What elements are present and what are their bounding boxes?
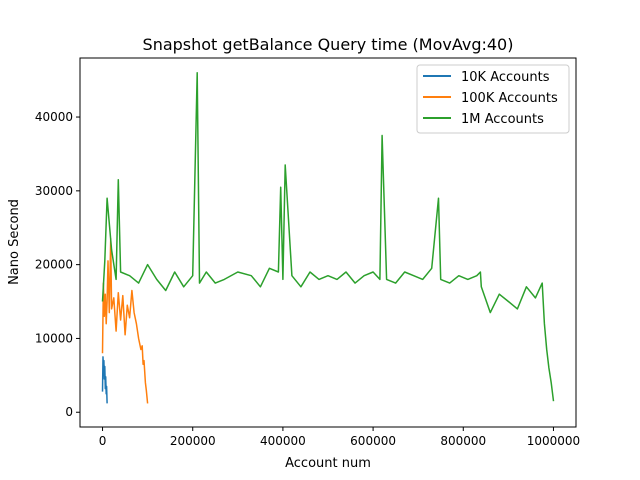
plot-frame <box>79 57 577 428</box>
y-tick-label: 30000 <box>35 184 73 198</box>
chart-title: Snapshot getBalance Query time (MovAvg:4… <box>143 35 514 54</box>
y-tick-label: 10000 <box>35 331 73 345</box>
x-tick-label: 600000 <box>350 434 396 448</box>
legend-label-1: 100K Accounts <box>461 91 558 106</box>
legend-box <box>416 64 570 134</box>
y-tick-label: 20000 <box>35 258 73 272</box>
x-tick-label: 1000000 <box>527 434 580 448</box>
series-line-1 <box>101 238 149 404</box>
x-axis: 0 200000 400000 600000 800000 1000000 <box>99 427 580 448</box>
series-line-0 <box>101 356 108 404</box>
x-axis-title: Account num <box>285 456 371 471</box>
y-tick-label: 0 <box>65 405 73 419</box>
y-axis: 0 10000 20000 30000 40000 <box>35 110 80 419</box>
x-tick-label: 200000 <box>170 434 216 448</box>
y-axis-title: Nano Second <box>7 199 22 285</box>
x-tick-label: 0 <box>99 434 107 448</box>
y-tick-label: 40000 <box>35 110 73 124</box>
series-line-2 <box>101 72 555 402</box>
legend: 10K Accounts 100K Accounts 1M Accounts <box>416 64 570 134</box>
x-tick-label: 800000 <box>440 434 486 448</box>
x-tick-label: 400000 <box>260 434 306 448</box>
plot-area <box>101 72 555 404</box>
legend-label-0: 10K Accounts <box>461 70 550 85</box>
legend-label-2: 1M Accounts <box>461 112 544 127</box>
